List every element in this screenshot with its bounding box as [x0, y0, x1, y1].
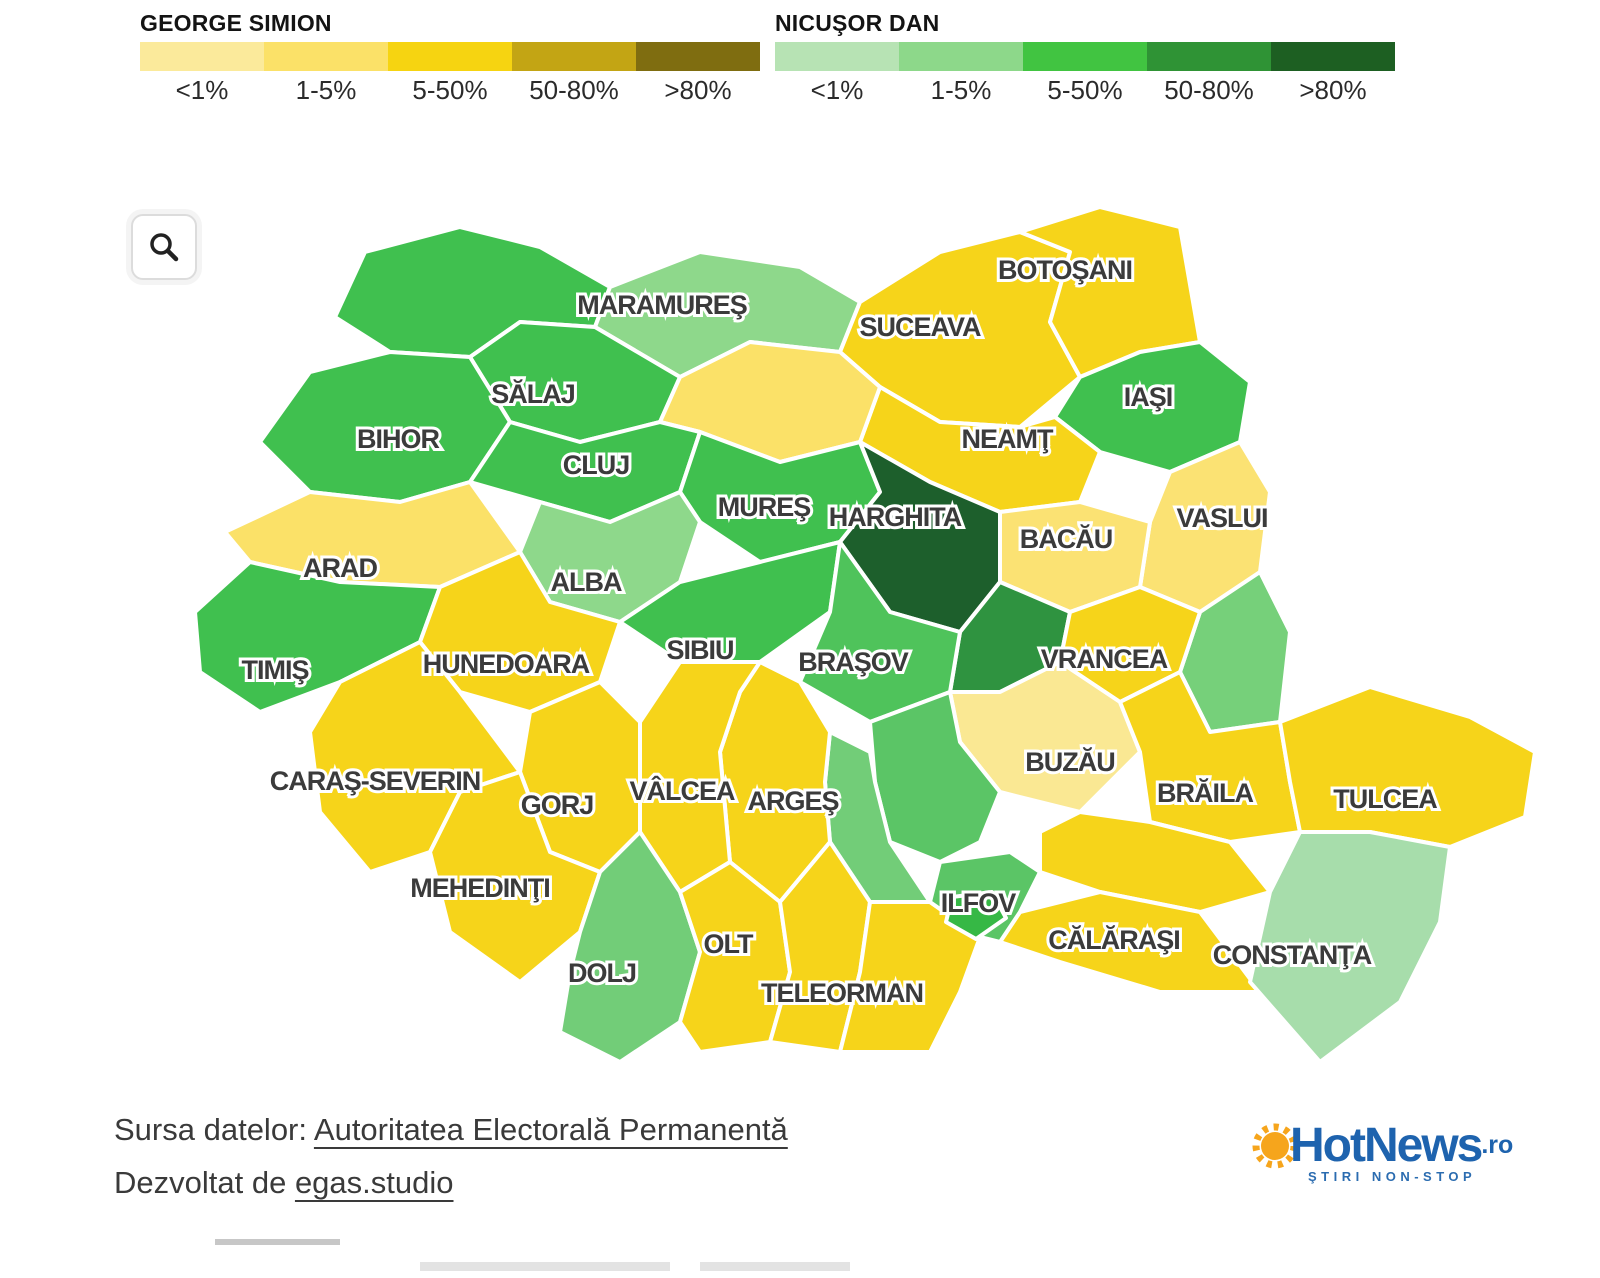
county-tulcea[interactable]	[1278, 685, 1537, 849]
county-label-mehedinti: MEHEDINŢI	[410, 873, 550, 903]
logo-wordmark: HotNews	[1290, 1119, 1483, 1172]
county-label-timis: TIMIŞ	[242, 655, 309, 685]
county-label-sibiu: SIBIU	[666, 635, 733, 665]
county-label-salaj: SĂLAJ	[491, 378, 575, 409]
legend-swatches-simion	[140, 42, 760, 71]
legend-title-dan: NICUŞOR DAN	[775, 10, 940, 36]
legend-swatches-dan	[775, 42, 1395, 71]
legend-bucket-label: 1-5%	[930, 75, 992, 105]
county-label-cluj: CLUJ	[563, 450, 630, 480]
county-label-calarasi: CĂLĂRAŞI	[1048, 924, 1180, 955]
romania-county-map: MARAMUREŞ SUCEAVA BOTOŞANI IAŞI NEAMŢ VASLUI B…	[140, 192, 1540, 1072]
county-label-alba: ALBA	[551, 567, 622, 597]
county-label-buzau: BUZĂU	[1025, 746, 1115, 777]
county-label-vaslui: VASLUI	[1176, 503, 1267, 533]
legend-bucket-label: >80%	[664, 75, 732, 105]
county-label-iasi: IAŞI	[1124, 382, 1173, 412]
credits: Sursa datelor: Autoritatea Electorală Pe…	[114, 1112, 788, 1218]
logo-tagline: ŞTIRI NON-STOP	[1308, 1169, 1477, 1184]
developer-link[interactable]: egas.studio	[294, 1165, 454, 1200]
legend-bucket-label: 5-50%	[1047, 75, 1123, 105]
county-label-constanta: CONSTANŢA	[1213, 940, 1372, 970]
county-label-vrancea: VRANCEA	[1041, 644, 1168, 674]
source-link[interactable]: Autoritatea Electorală Permanentă	[313, 1112, 788, 1147]
data-source-line: Sursa datelor: Autoritatea Electorală Pe…	[114, 1112, 788, 1148]
logo-tld: .ro	[1481, 1131, 1514, 1159]
county-label-harghita: HARGHITA	[829, 502, 962, 532]
legend-labels-simion: <1% 1-5% 5-50% 50-80% >80%	[140, 75, 760, 106]
legend-bucket-label: 50-80%	[529, 75, 619, 105]
county-label-maramures: MARAMUREŞ	[577, 290, 747, 320]
legend-swatch	[264, 42, 388, 71]
legend-title-simion: GEORGE SIMION	[140, 10, 332, 36]
county-label-ilfov: ILFOV	[941, 888, 1016, 918]
legend-george-simion: GEORGE SIMION <1% 1-5% 5-50% 50-80% >80%	[140, 10, 760, 106]
county-mehedinti[interactable]	[428, 770, 602, 984]
county-label-caras-severin: CARAŞ-SEVERIN	[270, 766, 481, 796]
legend-swatch	[1023, 42, 1147, 71]
legend-nicusor-dan: NICUŞOR DAN <1% 1-5% 5-50% 50-80% >80%	[775, 10, 1395, 106]
county-label-neamt: NEAMŢ	[962, 424, 1054, 454]
legend-bucket-label: <1%	[810, 75, 864, 105]
source-prefix: Sursa datelor:	[114, 1112, 314, 1147]
county-label-bacau: BACĂU	[1020, 523, 1113, 554]
county-label-mures: MUREŞ	[718, 492, 811, 522]
county-bucuresti[interactable]	[944, 890, 1008, 941]
county-label-arges: ARGEŞ	[747, 786, 838, 816]
county-label-hunedoara: HUNEDOARA	[423, 649, 590, 679]
legend-swatch	[1147, 42, 1271, 71]
legend-swatch	[388, 42, 512, 71]
legend-bucket-label: 5-50%	[412, 75, 488, 105]
county-label-suceava: SUCEAVA	[859, 312, 981, 342]
county-label-dolj: DOLJ	[568, 958, 636, 988]
county-label-gorj: GORJ	[521, 790, 594, 820]
cutoff-fragment	[215, 1239, 340, 1245]
cutoff-fragment	[420, 1262, 670, 1271]
legend-swatch	[140, 42, 264, 71]
county-label-bihor: BIHOR	[357, 424, 440, 454]
cutoff-fragment	[700, 1262, 850, 1271]
county-label-teleorman: TELEORMAN	[761, 978, 923, 1008]
county-label-valcea: VÂLCEA	[629, 775, 735, 806]
county-calarasi[interactable]	[998, 890, 1262, 994]
county-label-arad: ARAD	[303, 553, 377, 583]
developer-line: Dezvoltat de egas.studio	[114, 1165, 788, 1201]
legend-bucket-label: 1-5%	[295, 75, 357, 105]
county-label-botosani: BOTOŞANI	[998, 255, 1132, 285]
hotnews-logo[interactable]: HotNews .ro ŞTIRI NON-STOP	[1248, 1118, 1588, 1184]
legend-bucket-label: <1%	[175, 75, 229, 105]
county-label-tulcea: TULCEA	[1333, 784, 1437, 814]
legend-bucket-label: 50-80%	[1164, 75, 1254, 105]
legend-swatch	[636, 42, 760, 71]
county-constanta[interactable]	[1248, 830, 1452, 1064]
legend-bucket-label: >80%	[1299, 75, 1367, 105]
county-label-brasov: BRAŞOV	[798, 647, 909, 677]
legend-swatch	[899, 42, 1023, 71]
sun-icon	[1252, 1123, 1298, 1168]
county-label-braila: BRĂILA	[1157, 777, 1253, 808]
map-zoom-button[interactable]	[131, 214, 197, 280]
magnifier-icon	[150, 233, 179, 262]
county-label-olt: OLT	[704, 929, 754, 959]
county-sibiu[interactable]	[618, 540, 842, 664]
developed-prefix: Dezvoltat de	[114, 1165, 295, 1200]
legend-labels-dan: <1% 1-5% 5-50% 50-80% >80%	[775, 75, 1395, 106]
legend-swatch	[775, 42, 899, 71]
legend-swatch	[512, 42, 636, 71]
legend-swatch	[1271, 42, 1395, 71]
